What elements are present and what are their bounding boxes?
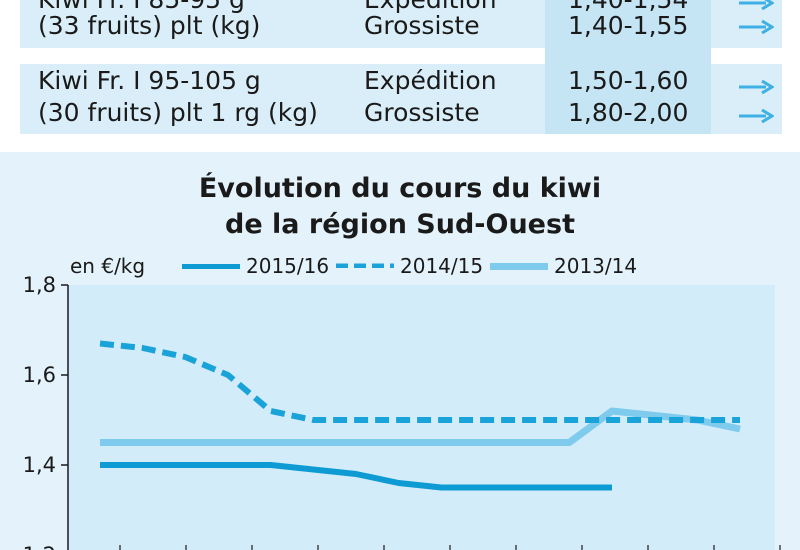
table-cell-price: 1,80-2,00 (568, 98, 689, 127)
table-cell-price: 1,40-1,54 (568, 0, 688, 16)
series-line-2014-15 (99, 340, 740, 423)
legend-swatch (336, 263, 394, 268)
price-table: Kiwi Fr. I 85-95 g Expédition 1,40-1,54 … (0, 0, 800, 140)
y-tick-label: 1,6 (23, 363, 56, 387)
chart-title: Évolution du cours du kiwi (198, 173, 602, 204)
legend-swatch (490, 263, 548, 270)
legend-label: 2014/15 (400, 254, 484, 278)
legend-label: 2015/16 (246, 254, 330, 278)
chart-subtitle: de la région Sud-Ouest (225, 209, 575, 240)
y-tick-label: 1,8 (23, 273, 56, 297)
y-tick-label: 1,2 (23, 543, 56, 550)
table-cell-product: Kiwi Fr. I 85-95 g (38, 0, 245, 16)
table-cell-product: (33 fruits) plt (kg) (38, 11, 261, 40)
table-cell-product: (30 fruits) plt 1 rg (kg) (38, 98, 318, 127)
table-cell-market: Expédition (364, 66, 497, 95)
price-column-background (545, 0, 711, 134)
table-cell-market: Grossiste (364, 11, 480, 40)
legend-label: 2013/14 (554, 254, 638, 278)
table-cell-market: Grossiste (364, 98, 480, 127)
table-cell-market: Expédition (364, 0, 497, 16)
right-arrow-icon (739, 20, 774, 34)
legend-swatch (182, 264, 240, 269)
table-cell-product: Kiwi Fr. I 95-105 g (38, 66, 261, 95)
right-arrow-icon (739, 80, 774, 94)
series-line-2015-16 (100, 462, 612, 491)
series-line-2013-14 (100, 407, 741, 446)
right-arrow-icon (739, 0, 774, 10)
table-cell-price: 1,40-1,55 (568, 11, 689, 40)
y-axis-unit-label: en €/kg (70, 254, 146, 278)
right-arrow-icon (739, 109, 774, 123)
table-cell-price: 1,50-1,60 (568, 66, 689, 95)
y-tick-label: 1,4 (23, 453, 56, 477)
